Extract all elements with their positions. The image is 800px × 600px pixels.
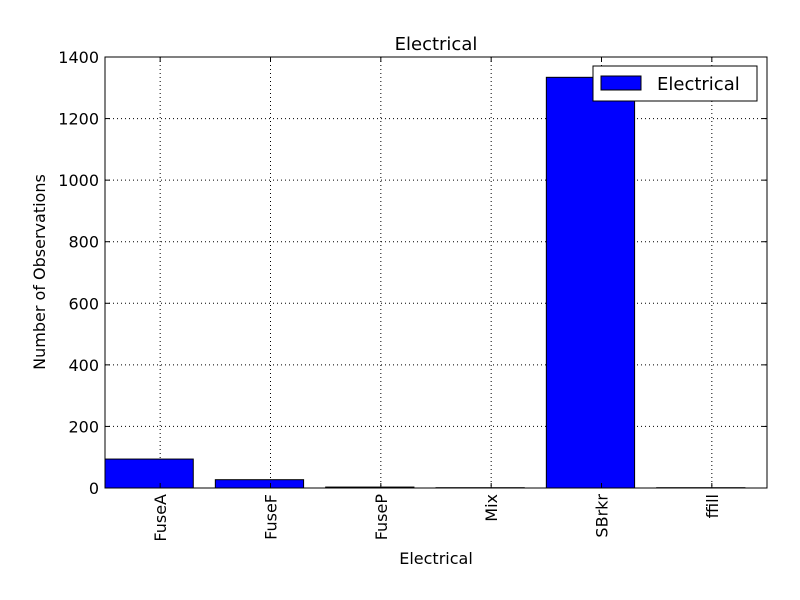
x-tick-label: FuseP [372, 494, 391, 541]
bar-fusea [104, 458, 194, 489]
y-axis-label: Number of Observations [30, 174, 49, 370]
y-tick-label: 1400 [58, 48, 99, 67]
x-tick-label: SBrkr [593, 494, 612, 538]
y-tick-label: 800 [68, 233, 99, 252]
legend-label: Electrical [657, 74, 740, 95]
ticks: 0 200 400 600 800 1000 1200 1400 FuseA FuseF FuseP… [58, 48, 767, 542]
x-tick-label: Mix [482, 494, 501, 522]
y-tick-label: 200 [68, 417, 99, 436]
y-tick-label: 400 [68, 356, 99, 375]
bars [104, 76, 746, 489]
grid [105, 57, 767, 488]
y-tick-label: 0 [89, 479, 99, 498]
bar-sbrkr [545, 76, 636, 489]
x-tick-label: ffill [703, 494, 722, 518]
x-tick-label: FuseA [151, 494, 170, 542]
plot-frame [104, 56, 768, 489]
bar-fusef [214, 479, 305, 489]
chart-title: Electrical [395, 34, 478, 55]
x-axis-label: Electrical [399, 549, 473, 568]
legend-swatch [600, 75, 642, 91]
y-tick-label: 600 [68, 294, 99, 313]
legend: Electrical [592, 65, 758, 102]
y-tick-label: 1200 [58, 110, 99, 129]
x-tick-label: FuseF [262, 494, 281, 540]
y-tick-label: 1000 [58, 171, 99, 190]
